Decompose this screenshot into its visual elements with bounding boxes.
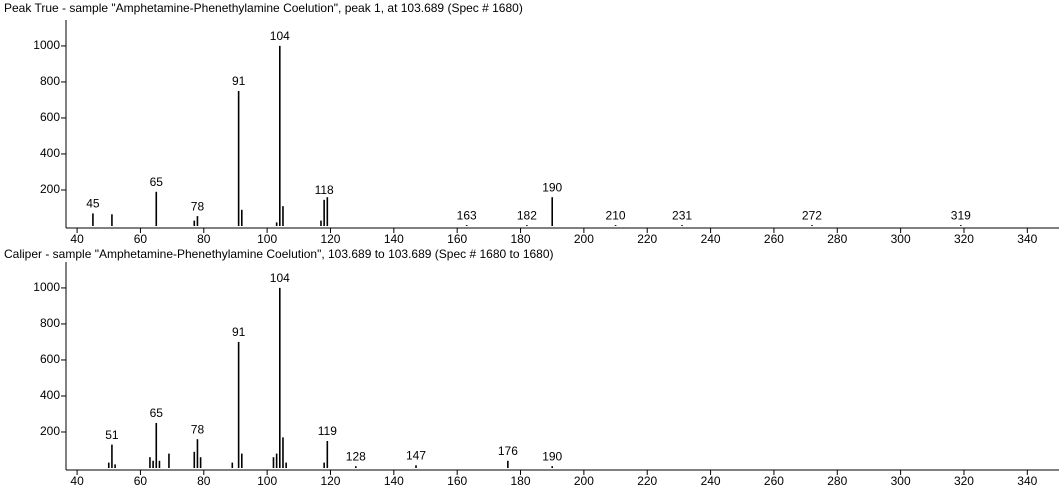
peak-label: 119 [318, 424, 337, 438]
x-tick-label: 340 [1017, 232, 1037, 246]
x-tick-label: 240 [701, 474, 721, 488]
peak-label: 128 [346, 449, 366, 463]
peak-label: 210 [606, 208, 626, 222]
y-tick-label: 800 [40, 74, 60, 88]
chart-title: Peak True - sample "Amphetamine-Phenethy… [4, 1, 523, 15]
chart-title: Caliper - sample "Amphetamine-Phenethyla… [4, 247, 554, 261]
x-tick-label: 240 [701, 232, 721, 246]
x-tick-label: 300 [891, 232, 911, 246]
x-tick-label: 100 [257, 474, 277, 488]
peak-label: 190 [542, 449, 562, 463]
peak-label: 65 [150, 175, 164, 189]
y-tick-label: 600 [40, 110, 60, 124]
peak-label: 104 [270, 29, 290, 43]
x-tick-label: 80 [197, 232, 211, 246]
y-tick-label: 200 [40, 424, 60, 438]
peak-label: 65 [150, 406, 164, 420]
y-tick-label: 600 [40, 352, 60, 366]
peak-label: 91 [232, 325, 246, 339]
x-tick-label: 280 [827, 474, 847, 488]
y-tick-label: 1000 [33, 280, 60, 294]
x-tick-label: 40 [70, 232, 84, 246]
y-tick-label: 200 [40, 182, 60, 196]
x-tick-label: 40 [70, 474, 84, 488]
x-tick-label: 280 [827, 232, 847, 246]
x-tick-label: 160 [447, 232, 467, 246]
peak-label: 118 [315, 183, 334, 197]
peak-label: 147 [406, 448, 426, 462]
x-tick-label: 140 [384, 232, 404, 246]
peak-label: 319 [951, 208, 971, 222]
peak-label: 182 [517, 208, 537, 222]
x-tick-label: 200 [574, 232, 594, 246]
x-tick-label: 200 [574, 474, 594, 488]
x-tick-label: 120 [320, 474, 340, 488]
x-tick-label: 140 [384, 474, 404, 488]
x-tick-label: 160 [447, 474, 467, 488]
x-tick-label: 220 [637, 474, 657, 488]
x-tick-label: 60 [134, 474, 148, 488]
peak-label: 51 [105, 428, 119, 442]
peak-label: 91 [232, 74, 246, 88]
x-tick-label: 340 [1017, 474, 1037, 488]
peak-label: 45 [86, 197, 100, 211]
peak-label: 163 [457, 208, 477, 222]
peak-label: 78 [191, 199, 205, 213]
x-tick-label: 180 [511, 232, 531, 246]
x-tick-label: 320 [954, 232, 974, 246]
peak-label: 190 [542, 180, 562, 194]
y-tick-label: 1000 [33, 38, 60, 52]
x-tick-label: 80 [197, 474, 211, 488]
peak-label: 272 [802, 208, 822, 222]
peak-label: 104 [270, 271, 290, 285]
x-tick-label: 300 [891, 474, 911, 488]
peak-label: 176 [498, 444, 518, 458]
x-tick-label: 260 [764, 474, 784, 488]
x-tick-label: 320 [954, 474, 974, 488]
y-tick-label: 400 [40, 388, 60, 402]
x-tick-label: 180 [511, 474, 531, 488]
x-tick-label: 220 [637, 232, 657, 246]
x-tick-label: 60 [134, 232, 148, 246]
x-tick-label: 100 [257, 232, 277, 246]
peak-label: 231 [672, 208, 692, 222]
x-tick-label: 260 [764, 232, 784, 246]
y-tick-label: 400 [40, 146, 60, 160]
x-tick-label: 120 [320, 232, 340, 246]
y-tick-label: 800 [40, 316, 60, 330]
peak-label: 78 [191, 422, 205, 436]
